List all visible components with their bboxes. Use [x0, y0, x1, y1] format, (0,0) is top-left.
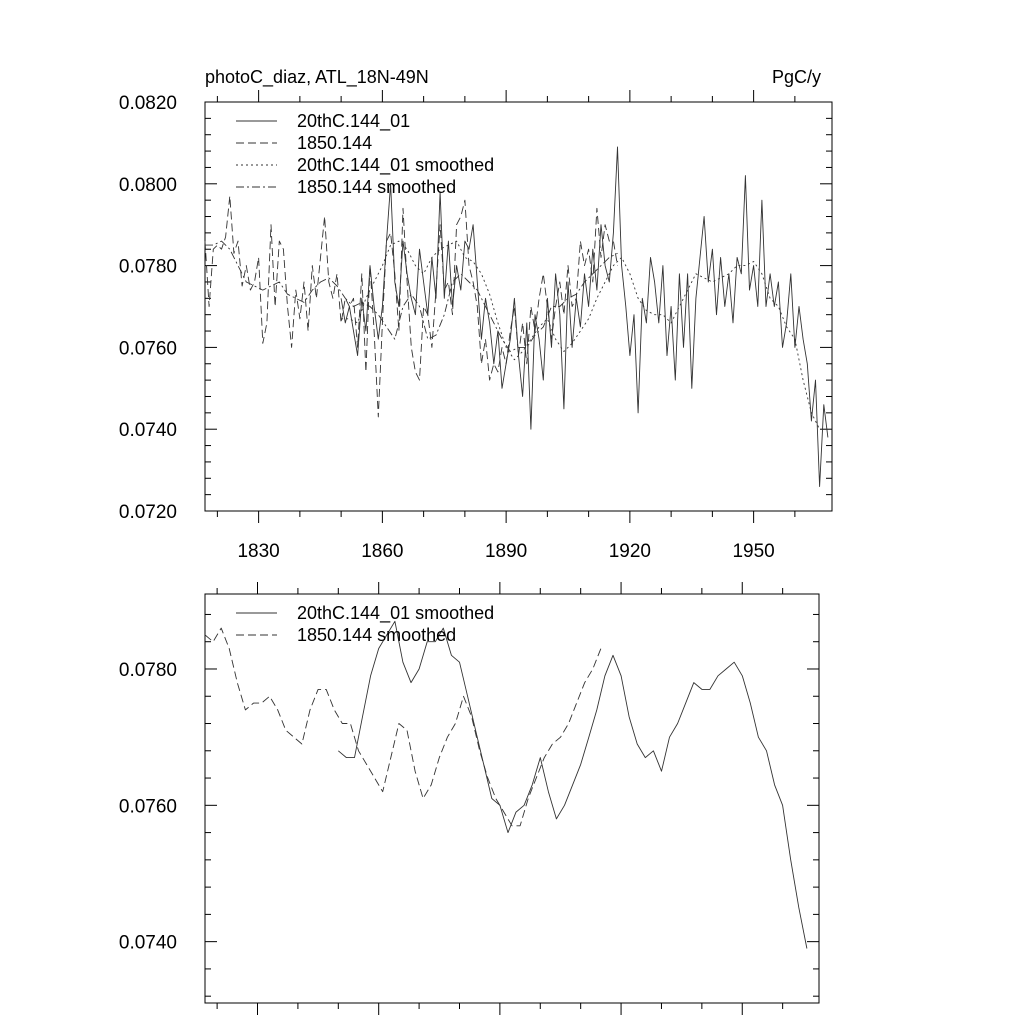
y-tick-label: 0.0780 [119, 257, 177, 278]
chart-panel-1: photoC_diaz, ATL_18N-49N PgC/y 0.0720 0.074… [119, 67, 833, 562]
x-tick-label: 1860 [361, 541, 403, 562]
y-tick-label: 0.0760 [119, 338, 177, 359]
plot-frame [204, 593, 820, 1004]
chart-units: PgC/y [772, 67, 821, 87]
y-tick-label: 0.0740 [119, 933, 177, 954]
chart-panel-2: 0.0740 0.0760 0.0780 20thC.144_01 smoothed1… [119, 582, 820, 1015]
series-line-3 [341, 240, 821, 430]
x-tick-label: 1950 [732, 541, 774, 562]
series-line-1 [338, 620, 808, 949]
series-line-2 [204, 195, 618, 418]
legend-label: 20thC.144_01 smoothed [297, 603, 494, 624]
series-line-2 [204, 627, 602, 827]
y-tick-label: 0.0800 [119, 175, 177, 196]
y-tick-label: 0.0780 [119, 660, 177, 681]
series-line-1 [340, 146, 829, 487]
x-tick-label: 1830 [237, 541, 279, 562]
x-tick-label: 1890 [485, 541, 527, 562]
y-tick-label: 0.0760 [119, 796, 177, 817]
legend-label: 20thC.144_01 smoothed [297, 155, 494, 176]
series-line-4 [205, 240, 618, 352]
plot-frame [204, 101, 833, 512]
legend-label: 20thC.144_01 [297, 111, 410, 132]
legend-label: 1850.144 smoothed [297, 177, 456, 197]
chart-title: photoC_diaz, ATL_18N-49N [205, 67, 429, 88]
y-tick-label: 0.0740 [119, 420, 177, 441]
y-tick-label: 0.0720 [119, 502, 177, 523]
x-tick-label: 1920 [609, 541, 651, 562]
legend-label: 1850.144 [297, 133, 372, 153]
legend-label: 1850.144 smoothed [297, 625, 456, 645]
y-tick-label: 0.0820 [119, 93, 177, 114]
